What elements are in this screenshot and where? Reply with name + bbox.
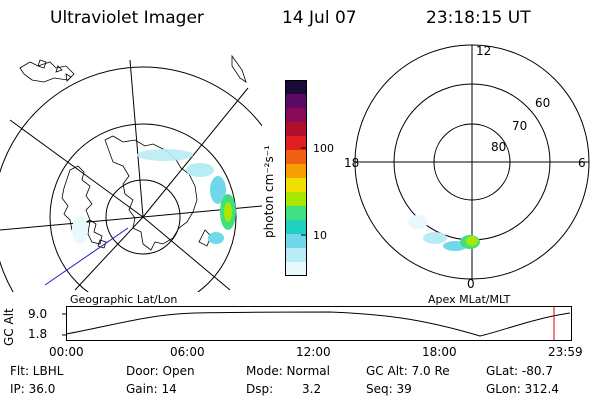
ytick-1-8: 1.8	[28, 327, 48, 341]
colorbar-stripe	[285, 248, 307, 263]
mlt-label-6: 6	[578, 156, 586, 170]
status-glon: GLon: 312.4	[486, 382, 559, 396]
lat-circle-outer	[0, 66, 262, 292]
xtick-1200: 12:00	[296, 345, 331, 359]
time-label: 23:18:15 UT	[426, 8, 531, 28]
geographic-map	[0, 54, 262, 292]
xtick-0000: 00:00	[49, 345, 84, 359]
colorbar-tick-100: 100	[313, 142, 334, 155]
aurora-band-geographic	[72, 149, 236, 244]
lat-circle-inner	[105, 179, 181, 255]
timeline-ylabel: GC Alt	[2, 308, 16, 346]
colorbar-stripe	[285, 178, 307, 193]
colorbar-stripe	[285, 262, 307, 276]
status-gain: Gain: 14	[126, 382, 177, 396]
xtick-0600: 06:00	[170, 345, 205, 359]
date-label: 14 Jul 07	[282, 8, 357, 28]
colorbar-stripe	[285, 94, 307, 109]
ytick-9: 9.0	[28, 307, 48, 321]
colorbar-stripe	[285, 122, 307, 137]
lat-circle-mid	[49, 123, 237, 292]
colorbar-tick-10: 10	[313, 229, 327, 242]
magnetic-polar-plot	[354, 44, 590, 280]
status-ip: IP: 36.0	[10, 382, 56, 396]
mlt-label-0: 0	[467, 277, 475, 291]
status-dsp-value: 3.2	[302, 382, 322, 396]
colorbar-stripe	[285, 206, 307, 221]
colorbar-stripe	[285, 220, 307, 235]
meridian-line	[74, 216, 144, 291]
coastline	[231, 54, 247, 83]
coastline	[37, 59, 72, 82]
mlat-label-60: 60	[535, 96, 551, 110]
altitude-timeline	[62, 306, 572, 341]
timeline-frame	[66, 306, 572, 341]
status-filter: Flt: LBHL	[10, 364, 64, 378]
colorbar-stripe	[285, 80, 307, 95]
mlat-label-70: 70	[512, 119, 528, 133]
status-seq: Seq: 39	[366, 382, 412, 396]
terminator-line	[44, 227, 129, 286]
altitude-curve	[65, 311, 571, 337]
meridian-line	[9, 119, 144, 218]
right-map-caption: Apex MLat/MLT	[428, 293, 511, 306]
colorbar-stripe	[285, 192, 307, 207]
meridian-line	[142, 205, 262, 218]
colorbar-stripe	[285, 234, 307, 249]
colorbar-stripe	[285, 136, 307, 151]
aurora-oval-magnetic	[408, 215, 480, 251]
instrument-title: Ultraviolet Imager	[50, 8, 204, 28]
coastline	[19, 61, 75, 83]
status-gc-alt: GC Alt: 7.0 Re	[366, 364, 450, 378]
coastline	[198, 229, 212, 247]
colorbar	[285, 80, 307, 276]
xtick-1800: 18:00	[422, 345, 457, 359]
colorbar-stripe	[285, 150, 307, 165]
colorbar-stripe	[285, 108, 307, 123]
mlt-label-18: 18	[344, 156, 360, 170]
coastline	[104, 135, 198, 251]
status-door: Door: Open	[126, 364, 195, 378]
left-map-caption: Geographic Lat/Lon	[70, 293, 178, 306]
mlat-label-80: 80	[491, 140, 507, 154]
meridian-line	[142, 216, 231, 291]
xtick-2359: 23:59	[548, 345, 583, 359]
status-dsp-label: Dsp:	[246, 382, 274, 396]
meridian-line	[142, 87, 249, 218]
status-glat: GLat: -80.7	[486, 364, 553, 378]
status-mode: Mode: Normal	[246, 364, 330, 378]
meridian-line	[129, 59, 144, 218]
colorbar-unit-label: photon cm⁻²s⁻¹	[262, 145, 276, 238]
colorbar-stripe	[285, 164, 307, 179]
meridian-line	[0, 216, 144, 231]
mlt-label-12: 12	[476, 44, 492, 58]
coastline	[87, 219, 107, 249]
